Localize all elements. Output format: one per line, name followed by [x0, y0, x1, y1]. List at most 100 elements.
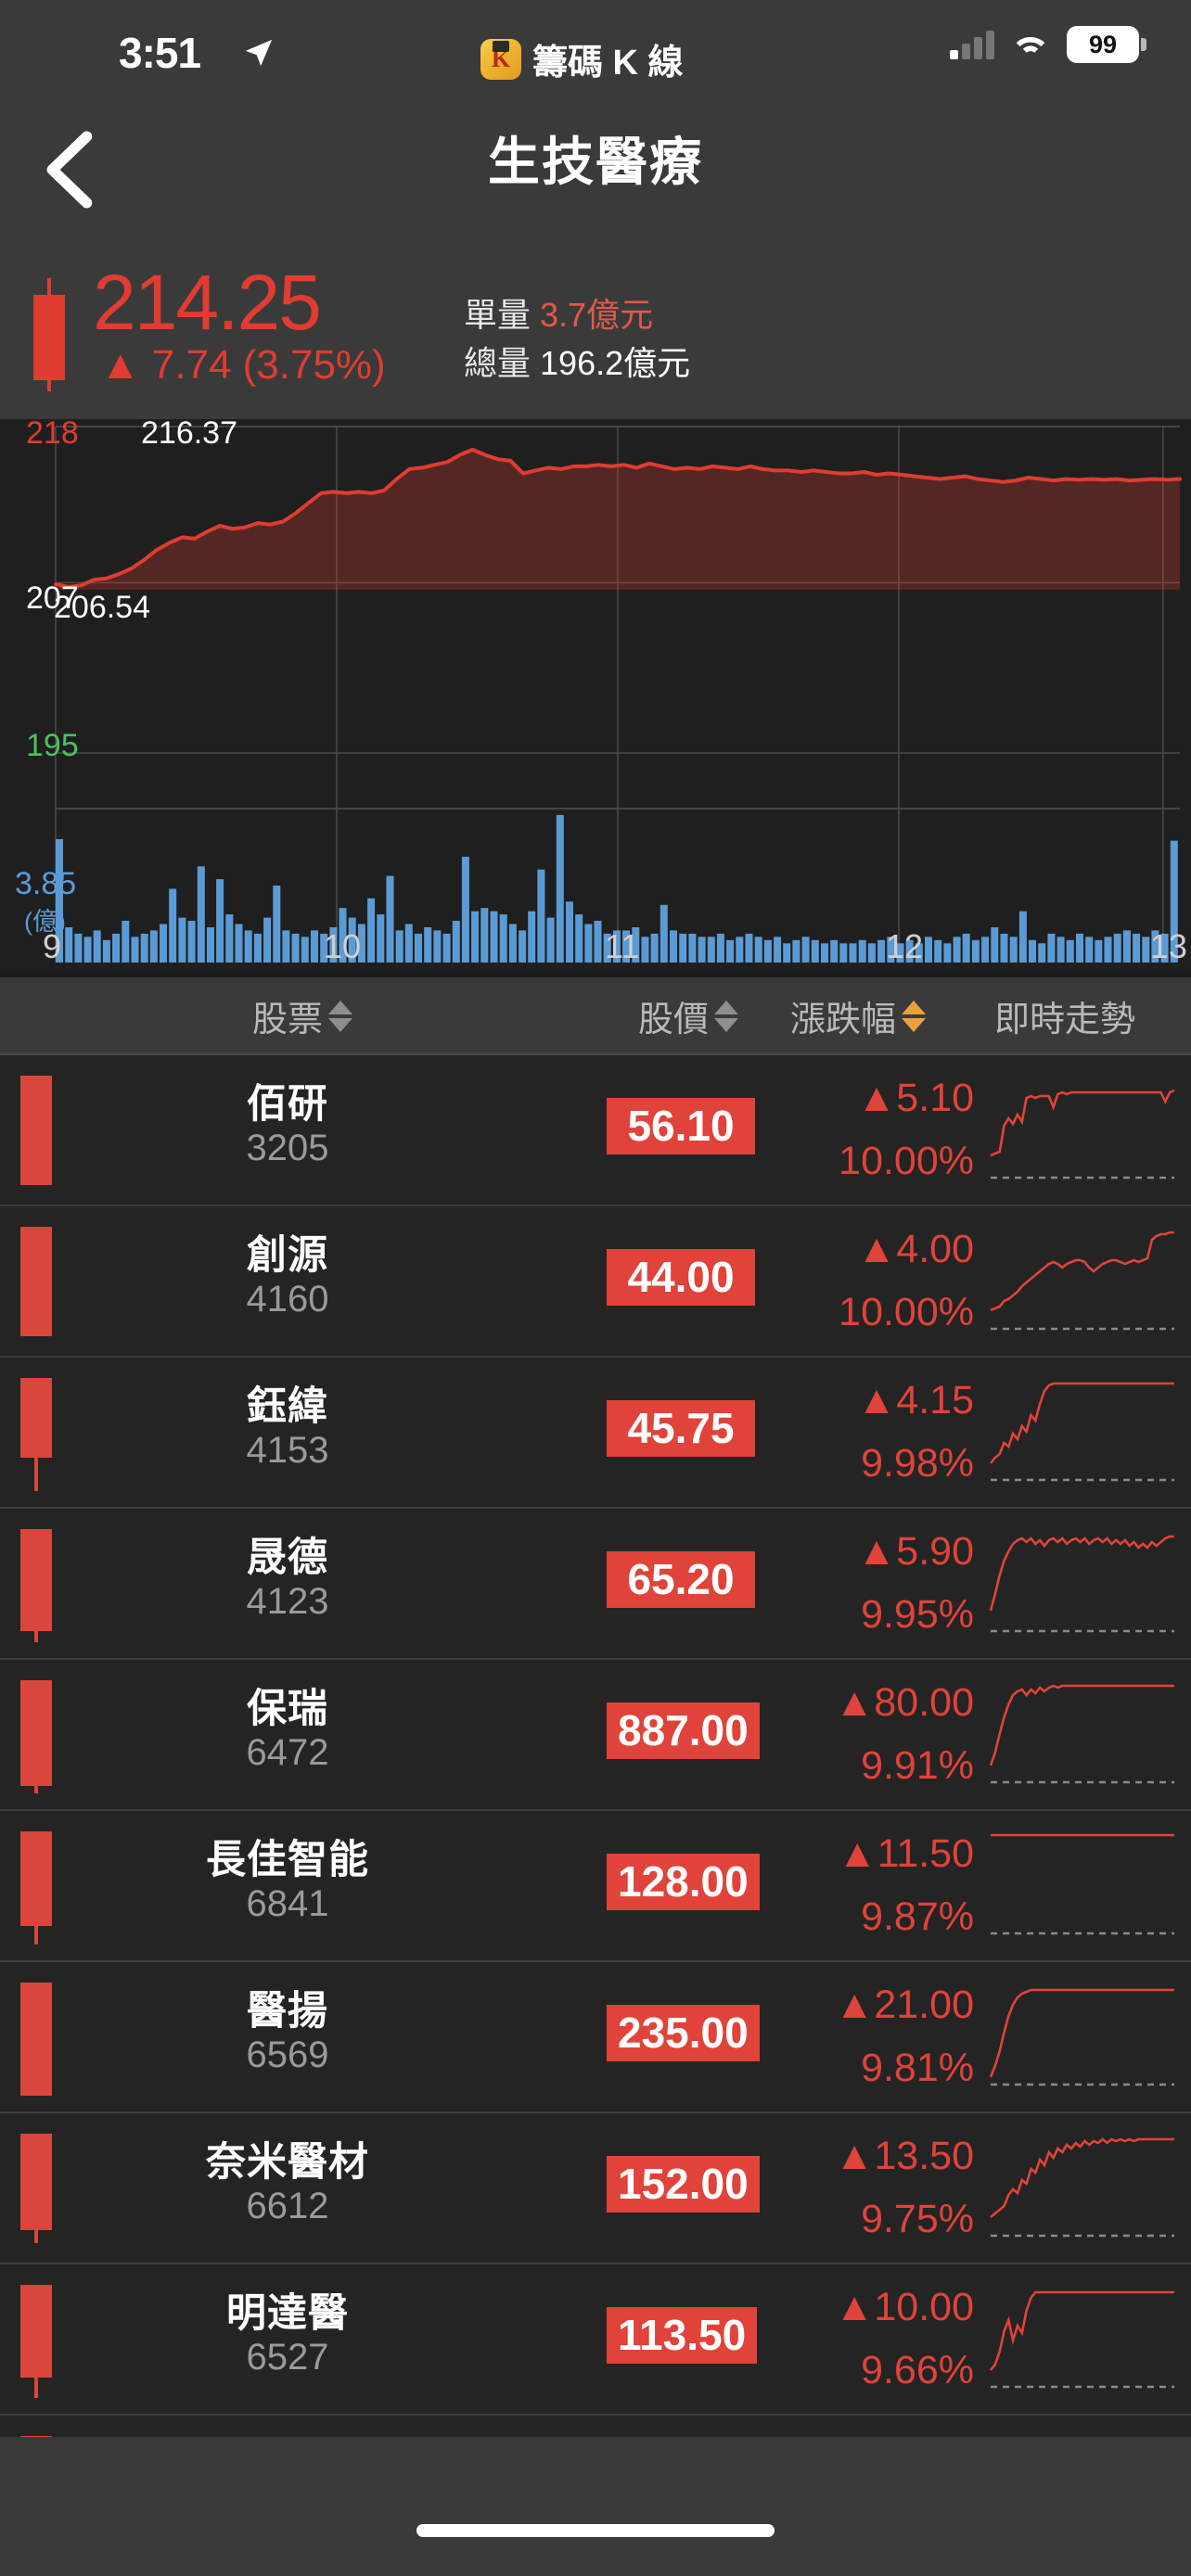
battery-indicator: 99: [1067, 26, 1146, 63]
index-price: 214.25: [93, 259, 322, 346]
chart-ytick-mid: 207: [26, 580, 79, 616]
column-header-stock-label: 股票: [252, 1001, 324, 1039]
chart-ytick-high: 218: [26, 415, 79, 451]
row-price-badge: 152.00: [607, 2156, 760, 2213]
row-price-badge: 65.20: [607, 1551, 755, 1608]
status-bar: 3:51 籌碼 K 線 99: [0, 0, 1191, 93]
row-change: ▲4.00: [856, 1227, 974, 1271]
row-change: ▲5.90: [856, 1529, 974, 1574]
row-stock-code: 6569: [246, 2034, 329, 2075]
table-row[interactable]: 晟德 4123 65.20 ▲5.90 9.95%: [0, 1509, 1191, 1660]
sort-arrows-icon[interactable]: [328, 1000, 353, 1032]
chevron-left-icon[interactable]: [20, 119, 122, 221]
row-sparkline: [985, 2279, 1180, 2400]
row-sparkline: [985, 1675, 1180, 1795]
row-change-pct: 9.66%: [861, 2348, 974, 2392]
column-header-change-pct[interactable]: 漲跌幅: [790, 990, 927, 1041]
table-row[interactable]: 醫揚 6569 235.00 ▲21.00 9.81%: [0, 1962, 1191, 2113]
table-row[interactable]: 佰研 3205 56.10 ▲5.10 10.00%: [0, 1055, 1191, 1206]
row-stock-code: 3205: [246, 1128, 329, 1168]
location-arrow-icon: [245, 39, 273, 67]
total-volume-label: 總量: [464, 344, 531, 383]
stock-list[interactable]: 佰研 3205 56.10 ▲5.10 10.00% 創源 4160 44.00 ▲4.00 10…: [0, 1055, 1191, 2437]
row-price-badge: 128.00: [607, 1854, 760, 1910]
table-row[interactable]: 保瑞 6472 887.00 ▲80.00 9.91%: [0, 1660, 1191, 1811]
cellular-signal-icon: [950, 30, 994, 59]
row-sparkline: [985, 1070, 1180, 1191]
quote-candle-icon: [33, 278, 65, 391]
table-row[interactable]: 創源 4160 44.00 ▲4.00 10.00%: [0, 1206, 1191, 1358]
chart-xtick: 10: [324, 927, 362, 965]
chart-high-label: 216.37: [141, 415, 237, 451]
row-change-pct: 9.81%: [861, 2046, 974, 2090]
table-row[interactable]: 長佳智能 6841 128.00 ▲11.50 9.87%: [0, 1811, 1191, 1962]
table-header: 股票 股價 漲跌幅 即時走勢: [0, 977, 1191, 1055]
row-change-pct: 9.87%: [861, 1894, 974, 1939]
volume-unit-label: (億): [24, 908, 66, 936]
row-candle-icon: [20, 1983, 52, 2098]
intraday-chart-canvas: [0, 419, 1191, 972]
sort-arrows-icon[interactable]: [714, 1000, 739, 1032]
intraday-chart[interactable]: [0, 419, 1191, 972]
column-header-stock[interactable]: 股票: [252, 990, 353, 1041]
status-bar-app[interactable]: 籌碼 K 線: [480, 33, 684, 84]
row-price-badge: 887.00: [607, 1702, 760, 1759]
column-header-price-label: 股價: [638, 1001, 710, 1039]
row-change: ▲10.00: [834, 2285, 974, 2329]
table-row[interactable]: 達爾膚142.00▲10.50: [0, 2416, 1191, 2437]
row-candle-icon: [20, 1529, 52, 1645]
row-stock-code: 6841: [246, 1883, 329, 1924]
table-row[interactable]: 奈米醫材 6612 152.00 ▲13.50 9.75%: [0, 2113, 1191, 2264]
single-volume-label: 單量: [464, 296, 531, 334]
chart-low-label: 206.54: [54, 590, 150, 625]
row-sparkline: [985, 1221, 1180, 1342]
row-change-pct: 9.98%: [861, 1441, 974, 1486]
row-change: ▲4.15: [856, 1378, 974, 1422]
volume-ytick: 3.85: [15, 866, 77, 901]
quote-summary: 214.25 ▲ 7.74 (3.75%) 單量 3.7億元 總量 196.2億…: [0, 256, 1191, 419]
row-change: ▲13.50: [834, 2134, 974, 2178]
row-change: ▲5.10: [856, 1076, 974, 1120]
row-stock-name: 明達醫: [226, 2291, 349, 2336]
row-stock-code: 6472: [246, 1732, 329, 1773]
row-change: ▲80.00: [834, 1680, 974, 1725]
volume-stats: 單量 3.7億元 總量 196.2億元: [464, 291, 690, 388]
row-candle-icon: [20, 1680, 52, 1796]
nav-bar: 生技醫療: [0, 93, 1191, 260]
row-stock-name: 創源: [247, 1233, 328, 1278]
row-stock-name: 保瑞: [247, 1687, 328, 1731]
row-sparkline: [985, 1977, 1180, 2098]
app-name: 籌碼 K 線: [532, 44, 684, 83]
row-stock-name: 鈺緯: [247, 1384, 328, 1429]
row-candle-icon: [20, 1076, 52, 1192]
column-header-change-pct-label: 漲跌幅: [790, 1001, 897, 1039]
row-sparkline: [985, 1372, 1180, 1493]
table-row[interactable]: 明達醫 6527 113.50 ▲10.00 9.66%: [0, 2264, 1191, 2416]
row-stock-code: 4153: [246, 1430, 329, 1471]
app-icon: [480, 38, 521, 80]
row-sparkline: [985, 1524, 1180, 1644]
row-stock-code: 4160: [246, 1279, 329, 1320]
chart-xtick: 11: [605, 927, 640, 965]
row-candle-icon: [20, 1378, 52, 1494]
row-sparkline: [985, 2128, 1180, 2249]
column-header-trend: 即時走勢: [994, 990, 1135, 1041]
column-header-price[interactable]: 股價: [638, 990, 739, 1041]
row-change: ▲21.00: [834, 1983, 974, 2027]
table-row[interactable]: 鈺緯 4153 45.75 ▲4.15 9.98%: [0, 1358, 1191, 1509]
sort-arrows-icon-active[interactable]: [902, 1000, 927, 1032]
row-candle-icon: [20, 1227, 52, 1343]
row-stock-name: 佰研: [247, 1082, 328, 1127]
row-stock-name: 奈米醫材: [206, 2140, 369, 2185]
row-stock-code: 4123: [246, 1581, 329, 1622]
row-change-pct: 9.91%: [861, 1743, 974, 1788]
chart-ytick-low: 195: [26, 728, 79, 763]
chart-xtick: 9: [43, 927, 62, 965]
home-indicator[interactable]: [416, 2524, 775, 2537]
row-candle-icon: [20, 2285, 52, 2401]
row-price-badge: 44.00: [607, 1249, 755, 1306]
row-change-pct: 10.00%: [839, 1290, 974, 1334]
row-change-pct: 9.95%: [861, 1592, 974, 1637]
row-change-pct: 9.75%: [861, 2197, 974, 2241]
